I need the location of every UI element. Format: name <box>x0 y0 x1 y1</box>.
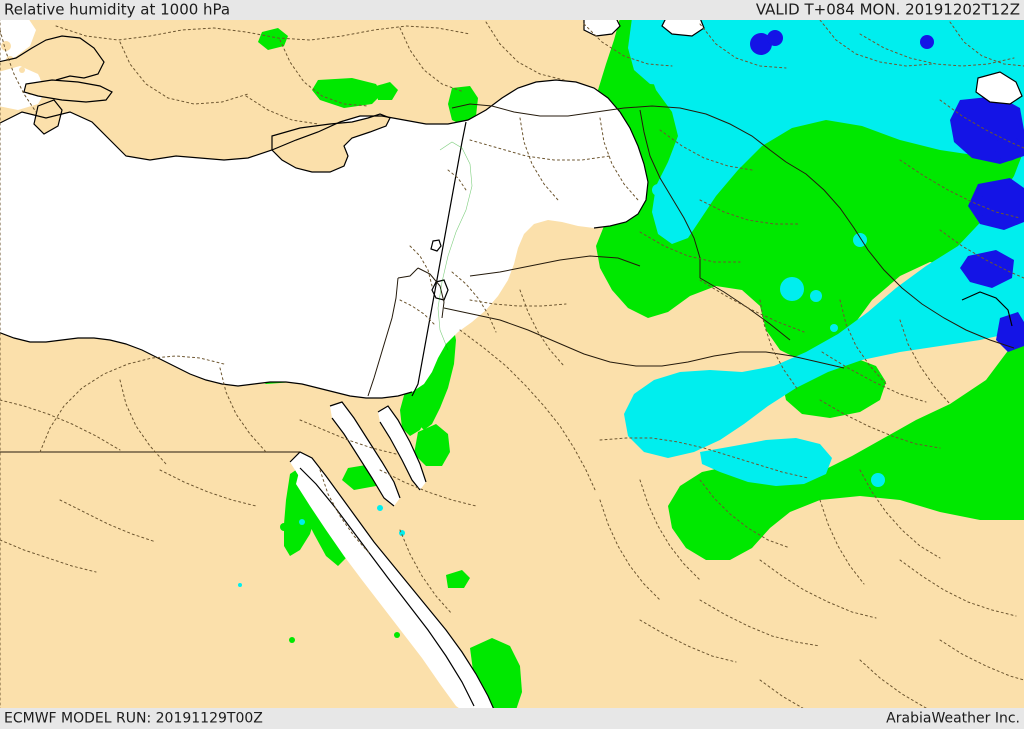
attribution-label: ArabiaWeather Inc. <box>886 710 1020 726</box>
header-bar: Relative humidity at 1000 hPa VALID T+08… <box>0 0 1024 20</box>
coastlines <box>0 17 1023 715</box>
page-title: Relative humidity at 1000 hPa <box>4 0 231 19</box>
islands-land <box>1 41 390 172</box>
footer-bar: ECMWF MODEL RUN: 20191129T00Z ArabiaWeat… <box>0 708 1024 729</box>
valid-time-label: VALID T+084 MON. 20191202T12Z <box>755 0 1020 19</box>
humidity-fill-blue <box>750 30 1024 352</box>
province-borders <box>0 17 1024 729</box>
model-run-label: ECMWF MODEL RUN: 20191129T00Z <box>4 710 263 726</box>
contour-edges <box>437 141 473 351</box>
humidity-fill-cyan <box>165 18 1024 587</box>
